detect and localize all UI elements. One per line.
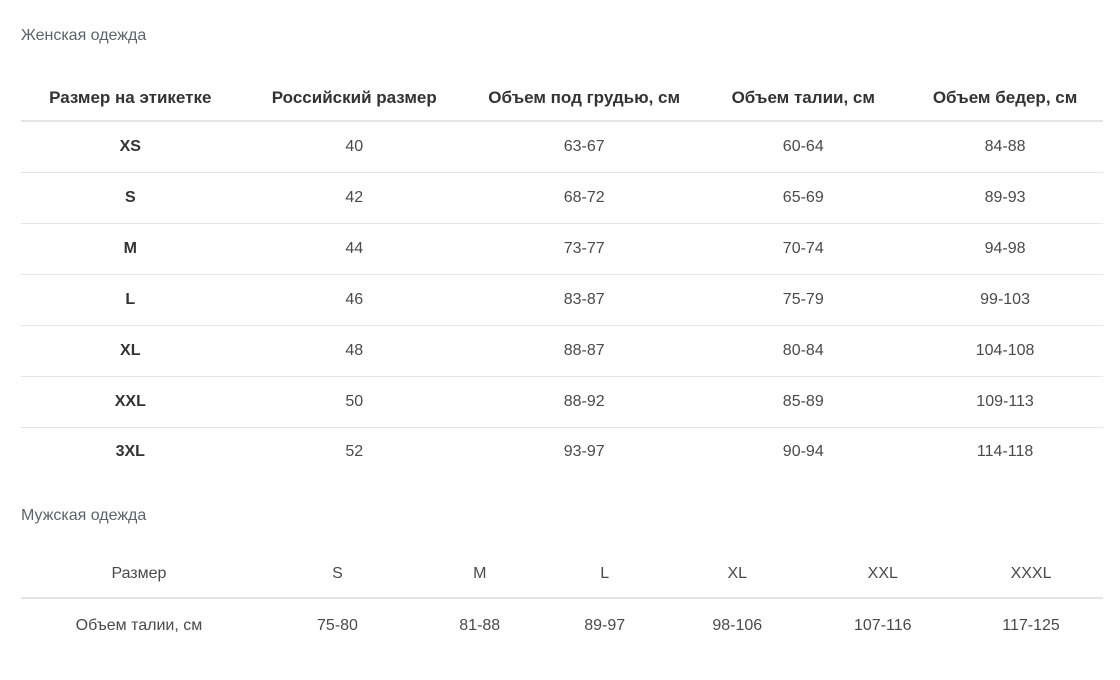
table-cell: 84-88 [907,121,1103,173]
table-cell: 99-103 [907,274,1103,326]
table-cell: 89-93 [907,172,1103,224]
row-header-size: Размер [21,550,257,599]
table-cell: 88-92 [468,376,700,428]
table-cell: 81-88 [459,616,501,634]
column-header-size-xl: XL [668,550,807,599]
table-cell: 60-64 [699,121,908,173]
table-row: 3XL 52 93-97 90-94 114-118 [21,427,1103,477]
size-label-cell: 3XL [115,443,145,461]
column-header-size-s: S [256,550,419,599]
table-cell: 104-108 [907,325,1103,377]
column-header-size-l: L [541,550,669,599]
table-cell: 94-98 [907,223,1103,275]
table-cell: 44 [239,223,469,275]
column-header-label-size: Размер на этикетке [21,75,240,122]
women-table-header-row: Размер на этикетке Российский размер Объ… [21,75,1103,122]
table-cell: 109-113 [907,376,1103,428]
table-cell: 90-94 [782,443,824,461]
table-cell: 52 [345,443,364,461]
table-row: Объем талии, см 75-80 81-88 89-97 98-106… [21,598,1103,652]
size-label-cell: S [21,172,240,224]
table-cell: 48 [239,325,469,377]
table-cell: 68-72 [468,172,700,224]
women-size-table: Размер на этикетке Российский размер Объ… [21,75,1103,477]
column-header-size-xxl: XXL [806,550,960,599]
table-row: L 46 83-87 75-79 99-103 [21,274,1103,326]
column-header-hips: Объем бедер, см [907,75,1103,122]
size-guide-page: Женская одежда Размер на этикетке Россий… [21,0,1103,652]
table-cell: 73-77 [468,223,700,275]
men-section-title: Мужская одежда [21,507,147,524]
size-label-cell: XL [21,325,240,377]
row-label-waist: Объем талии, см [75,616,203,634]
table-cell: 70-74 [699,223,908,275]
table-cell: 50 [239,376,469,428]
table-cell: 75-79 [699,274,908,326]
table-cell: 75-80 [317,616,358,634]
column-header-size-m: M [418,550,542,599]
table-cell: 114-118 [976,443,1034,461]
table-row: M 44 73-77 70-74 94-98 [21,223,1103,275]
table-cell: 85-89 [699,376,908,428]
column-header-russian-size: Российский размер [239,75,469,122]
table-cell: 89-97 [584,616,626,634]
column-header-waist: Объем талии, см [699,75,908,122]
table-cell: 93-97 [563,443,605,461]
size-label-cell: XXL [21,376,240,428]
women-section-title: Женская одежда [21,27,147,44]
table-row: S 42 68-72 65-69 89-93 [21,172,1103,224]
table-cell: 63-67 [468,121,700,173]
table-cell: 42 [239,172,469,224]
size-label-cell: L [21,274,240,326]
table-cell: 83-87 [468,274,700,326]
men-table-header-row: Размер S M L XL XXL XXXL [21,550,1103,599]
men-size-table: Размер S M L XL XXL XXXL Объем талии, см… [21,550,1103,652]
table-cell: 107-116 [854,616,912,634]
column-header-size-xxxl: XXXL [959,550,1103,599]
table-cell: 80-84 [699,325,908,377]
table-cell: 117-125 [1002,616,1060,634]
table-row: XL 48 88-87 80-84 104-108 [21,325,1103,377]
size-label-cell: XS [21,121,240,173]
table-cell: 98-106 [712,616,763,634]
column-header-underbust: Объем под грудью, см [468,75,700,122]
size-label-cell: M [21,223,240,275]
table-row: XS 40 63-67 60-64 84-88 [21,121,1103,173]
table-row: XXL 50 88-92 85-89 109-113 [21,376,1103,428]
table-cell: 46 [239,274,469,326]
table-cell: 65-69 [699,172,908,224]
table-cell: 40 [239,121,469,173]
table-cell: 88-87 [468,325,700,377]
